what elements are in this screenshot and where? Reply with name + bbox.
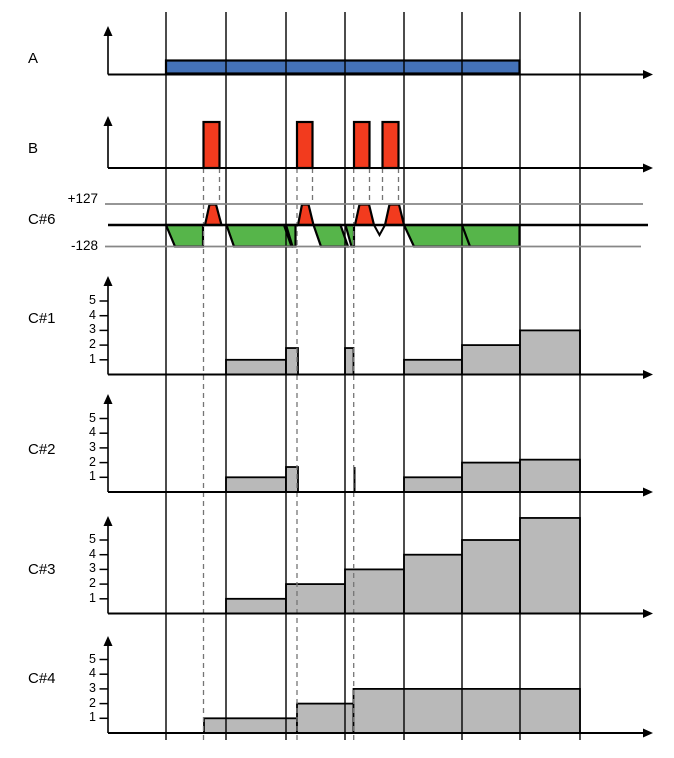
- axis-arrow-right: [643, 609, 653, 618]
- tick-label: 3: [89, 322, 96, 337]
- tick-label: 1: [89, 469, 96, 484]
- tick-label: 4: [89, 425, 96, 440]
- count-step-bar: [403, 476, 463, 493]
- trigger-pulse: [352, 120, 371, 170]
- count-step-bar: [519, 458, 581, 493]
- bend-negative-shape: [224, 223, 294, 248]
- count-step-bar: [519, 329, 581, 376]
- trigger-pulse: [202, 120, 221, 170]
- axis-arrow-right: [643, 487, 653, 497]
- count-step-bar: [203, 717, 298, 734]
- count-step-bar: [352, 688, 581, 734]
- row-label-c6: C#6: [28, 211, 56, 228]
- row-label-c3: C#3: [28, 561, 56, 578]
- axis-arrow-right: [643, 70, 653, 79]
- axis-arrow-up: [103, 516, 113, 526]
- tick-label: 4: [89, 307, 96, 322]
- tick-label: 3: [89, 439, 96, 454]
- count-step-bar: [225, 476, 287, 493]
- bend-positive-shape: [203, 203, 223, 227]
- row-label-c2: C#2: [28, 441, 56, 458]
- count-step-bar: [519, 517, 581, 615]
- bend-notch: [373, 224, 386, 238]
- count-step-bar: [296, 702, 355, 734]
- tick-label: 2: [89, 695, 96, 710]
- tick-label: 5: [89, 651, 96, 666]
- tick-label: 1: [89, 710, 96, 725]
- count-step-bar: [461, 461, 521, 493]
- count-step-bar: [344, 347, 355, 376]
- axis-arrow-up: [103, 276, 113, 286]
- ref-label-minus128: -128: [70, 238, 98, 253]
- tick-label: 3: [89, 680, 96, 695]
- tick-label: 1: [89, 590, 96, 605]
- trigger-pulse: [381, 120, 400, 170]
- axis-arrow-up: [103, 116, 113, 126]
- tick-label: 2: [89, 337, 96, 352]
- bend-negative-shape: [311, 223, 350, 248]
- trigger-pulse: [295, 120, 314, 170]
- row-label-c4: C#4: [28, 670, 56, 687]
- axis-arrow-right: [643, 370, 653, 379]
- row-label-c1: C#1: [28, 310, 56, 327]
- tick-label: 5: [89, 410, 96, 425]
- count-step-bar: [461, 539, 521, 615]
- row-label-b: B: [28, 140, 39, 157]
- count-step-bar: [285, 347, 299, 376]
- count-step-bar: [285, 466, 299, 493]
- bend-segment-divider: [460, 224, 472, 247]
- bend-negative-shape: [164, 223, 205, 248]
- tick-label: 4: [89, 546, 96, 561]
- ref-label-plus127: +127: [67, 191, 98, 206]
- count-step-bar: [403, 358, 463, 376]
- tick-label: 2: [89, 576, 96, 591]
- axis-arrow-up: [103, 26, 113, 36]
- bend-positive-shape: [296, 203, 315, 227]
- count-step-bar: [461, 344, 521, 376]
- tick-label: 1: [89, 351, 96, 366]
- tick-label: 3: [89, 561, 96, 576]
- bend-positive-shape: [383, 203, 406, 227]
- count-step-bar: [225, 358, 287, 376]
- axis-arrow-up: [103, 394, 113, 404]
- axis-arrow-right: [643, 163, 653, 173]
- bend-positive-shape: [353, 203, 376, 227]
- tick-label: 5: [89, 293, 96, 307]
- tick-label: 2: [89, 454, 96, 469]
- count-step-bar: [403, 553, 463, 615]
- tick-label: 5: [89, 532, 96, 546]
- gate-bar: [164, 59, 521, 75]
- count-step-bar: [285, 583, 346, 615]
- axis-arrow-right: [643, 728, 653, 738]
- tick-label: 4: [89, 666, 96, 681]
- count-step-bar: [225, 597, 287, 615]
- row-label-a: A: [28, 50, 39, 67]
- axis-arrow-up: [103, 636, 113, 646]
